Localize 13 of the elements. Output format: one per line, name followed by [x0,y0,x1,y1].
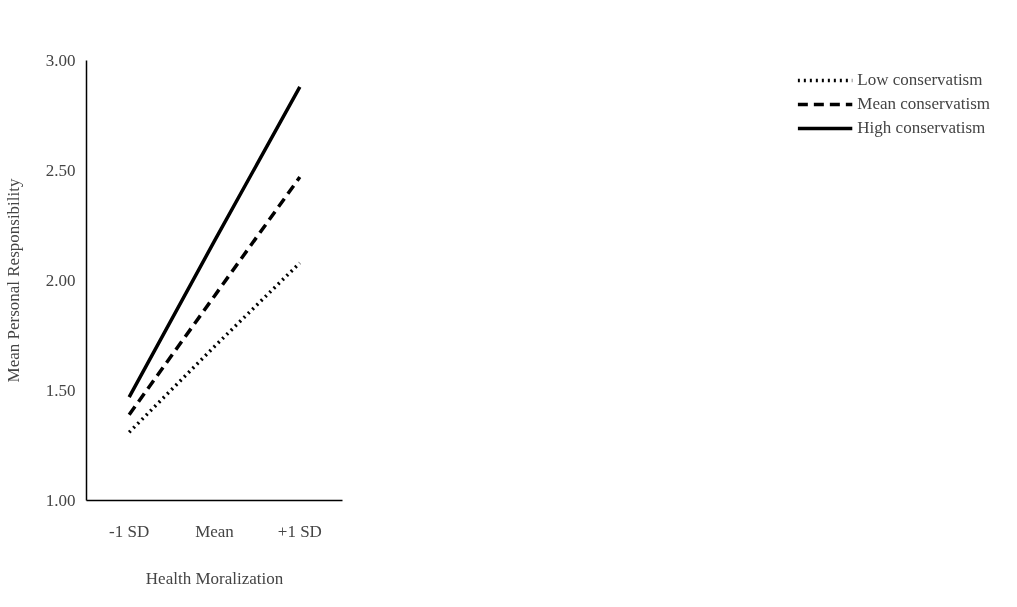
x-tick-label: Mean [195,521,235,541]
legend-label: High conservatism [857,118,986,138]
y-tick-label: 3.00 [45,51,76,70]
y-axis-title: Mean Personal Responsibility [3,178,23,383]
y-tick-label: 2.00 [45,271,76,290]
y-tick-label: 1.00 [45,491,76,510]
x-tick-label: -1 SD [109,521,150,541]
y-tick-label: 1.50 [45,381,76,400]
y-tick-label: 2.50 [45,161,76,180]
x-axis-title: Health Moralization [145,568,284,588]
x-tick-label: +1 SD [277,521,322,541]
legend-label: Mean conservatism [857,94,990,114]
legend-label: Low conservatism [857,70,983,90]
